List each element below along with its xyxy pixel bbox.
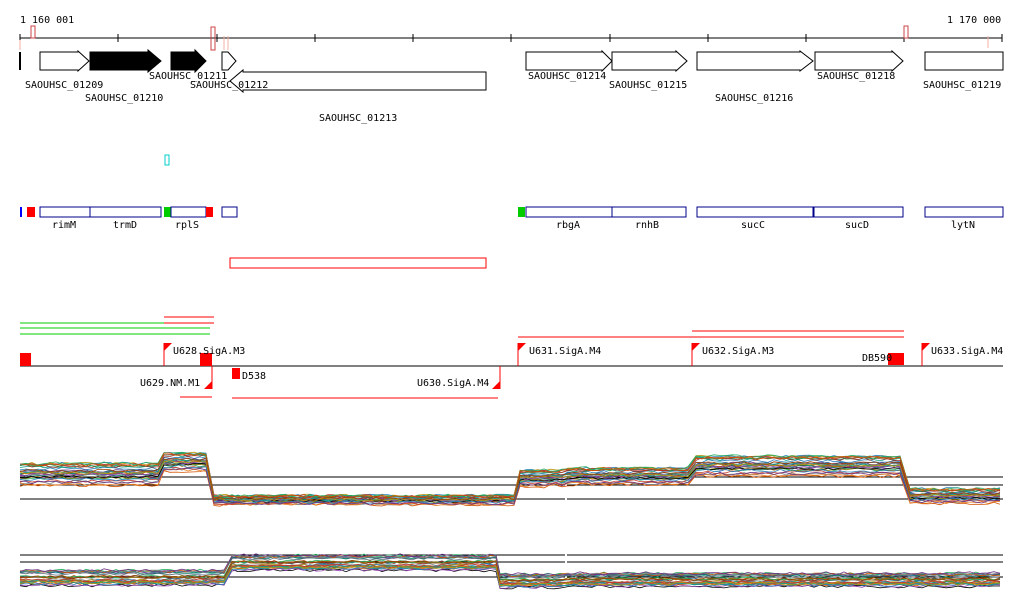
promoter-label: U629.NM.M1 — [140, 378, 200, 389]
expression-profiles-2 — [19, 553, 1001, 590]
gene-label: SAOUHSC_01215 — [609, 80, 687, 91]
expression-profiles-1 — [19, 451, 1001, 507]
ruler-end-label: 1 170 000 — [947, 15, 1001, 26]
promoter-label: U633.SigA.M4 — [931, 346, 1003, 357]
gene-arrow-01210[interactable] — [89, 48, 162, 74]
gene-label: SAOUHSC_01218 — [817, 71, 895, 82]
blue-marker — [20, 207, 22, 217]
gene-box-unnamed[interactable] — [221, 206, 238, 218]
expression-profile-line — [19, 565, 1001, 587]
expression-profile-line — [19, 565, 1001, 587]
gene-name-label: lytN — [951, 220, 975, 231]
gene-label: SAOUHSC_01214 — [528, 71, 606, 82]
promoter-label: D538 — [242, 371, 266, 382]
expression-profile-line — [19, 451, 1001, 498]
gene-label: SAOUHSC_01219 — [923, 80, 1001, 91]
gene-name-track: rimM trmD rplS rbgA rnhB sucC sucD lytN — [20, 206, 1004, 231]
ruler-markers — [30, 25, 909, 51]
expression-profile-line — [19, 457, 1001, 501]
green-marker — [164, 207, 171, 217]
gene-arrow-01215[interactable] — [611, 49, 688, 73]
gene-box-sucC[interactable] — [696, 206, 814, 218]
gene-box-lytN[interactable] — [924, 206, 1004, 218]
gene-arrow-01211[interactable] — [170, 48, 207, 74]
gene-arrow-01209[interactable] — [39, 49, 90, 73]
expression-profile-line — [19, 554, 1001, 578]
gene-arrow-01212[interactable] — [221, 51, 237, 71]
ruler-markers-light — [19, 36, 989, 50]
gene-box-rplS[interactable] — [170, 206, 207, 218]
red-marker — [206, 207, 213, 217]
gene-box-trmD[interactable] — [89, 206, 162, 218]
gene-name-label: trmD — [113, 220, 137, 231]
gene-label: SAOUHSC_01211 — [149, 71, 227, 82]
gene-label: SAOUHSC_01213 — [319, 113, 397, 124]
gene-name-label: rnhB — [635, 220, 659, 231]
gene-name-label: sucC — [741, 220, 765, 231]
gene-arrow-01214[interactable] — [525, 49, 613, 73]
gene-box-sucD[interactable] — [813, 206, 904, 218]
gene-track: SAOUHSC_01209 SAOUHSC_01210 SAOUHSC_0121… — [19, 48, 1004, 124]
gene-box-rimM[interactable] — [39, 206, 91, 218]
gene-label: SAOUHSC_01209 — [25, 80, 103, 91]
expression-profile-line — [19, 553, 1001, 576]
gene-label: SAOUHSC_01216 — [715, 93, 793, 104]
promoter-label: U631.SigA.M4 — [529, 346, 601, 357]
expression-panel-2 — [19, 545, 1003, 600]
cyan-feature — [164, 154, 170, 166]
gene-label: SAOUHSC_01210 — [85, 93, 163, 104]
ruler-start-label: 1 160 001 — [20, 15, 74, 26]
position-ruler: 1 160 001 1 170 000 — [19, 15, 1003, 51]
gene-arrow-01219[interactable] — [924, 51, 1004, 71]
expression-profile-line — [19, 568, 1001, 590]
green-marker — [518, 207, 525, 217]
promoter-label: U630.SigA.M4 — [417, 378, 489, 389]
red-marker — [27, 207, 35, 217]
gene-name-label: sucD — [845, 220, 869, 231]
promoter-label: U632.SigA.M3 — [702, 346, 774, 357]
red-region-box — [229, 257, 487, 269]
gene-arrow-01216[interactable] — [696, 49, 814, 73]
promoter-track: U628.SigA.M3 U629.NM.M1 D538 U630.SigA.M… — [20, 343, 1003, 389]
gene-box-rnhB[interactable] — [611, 206, 687, 218]
gene-name-label: rbgA — [556, 220, 580, 231]
expression-panel-1 — [19, 440, 1003, 520]
gene-box-rbgA[interactable] — [525, 206, 613, 218]
promoter-label: DB590 — [862, 353, 892, 364]
gene-name-label: rimM — [52, 220, 76, 231]
expression-profile-line — [19, 468, 1001, 506]
promoter-label: U628.SigA.M3 — [173, 346, 245, 357]
gene-label: SAOUHSC_01212 — [190, 80, 268, 91]
expression-profile-line — [19, 559, 1001, 582]
expression-profile-line — [19, 557, 1001, 579]
expression-profile-line — [19, 460, 1001, 502]
transcript-lines — [20, 316, 904, 399]
expression-profile-line — [19, 464, 1001, 505]
gene-name-label: rplS — [175, 220, 199, 231]
expression-profile-line — [19, 456, 1001, 500]
gene-arrow-01218[interactable] — [814, 49, 904, 73]
gene-arrow-01213[interactable] — [229, 68, 487, 94]
